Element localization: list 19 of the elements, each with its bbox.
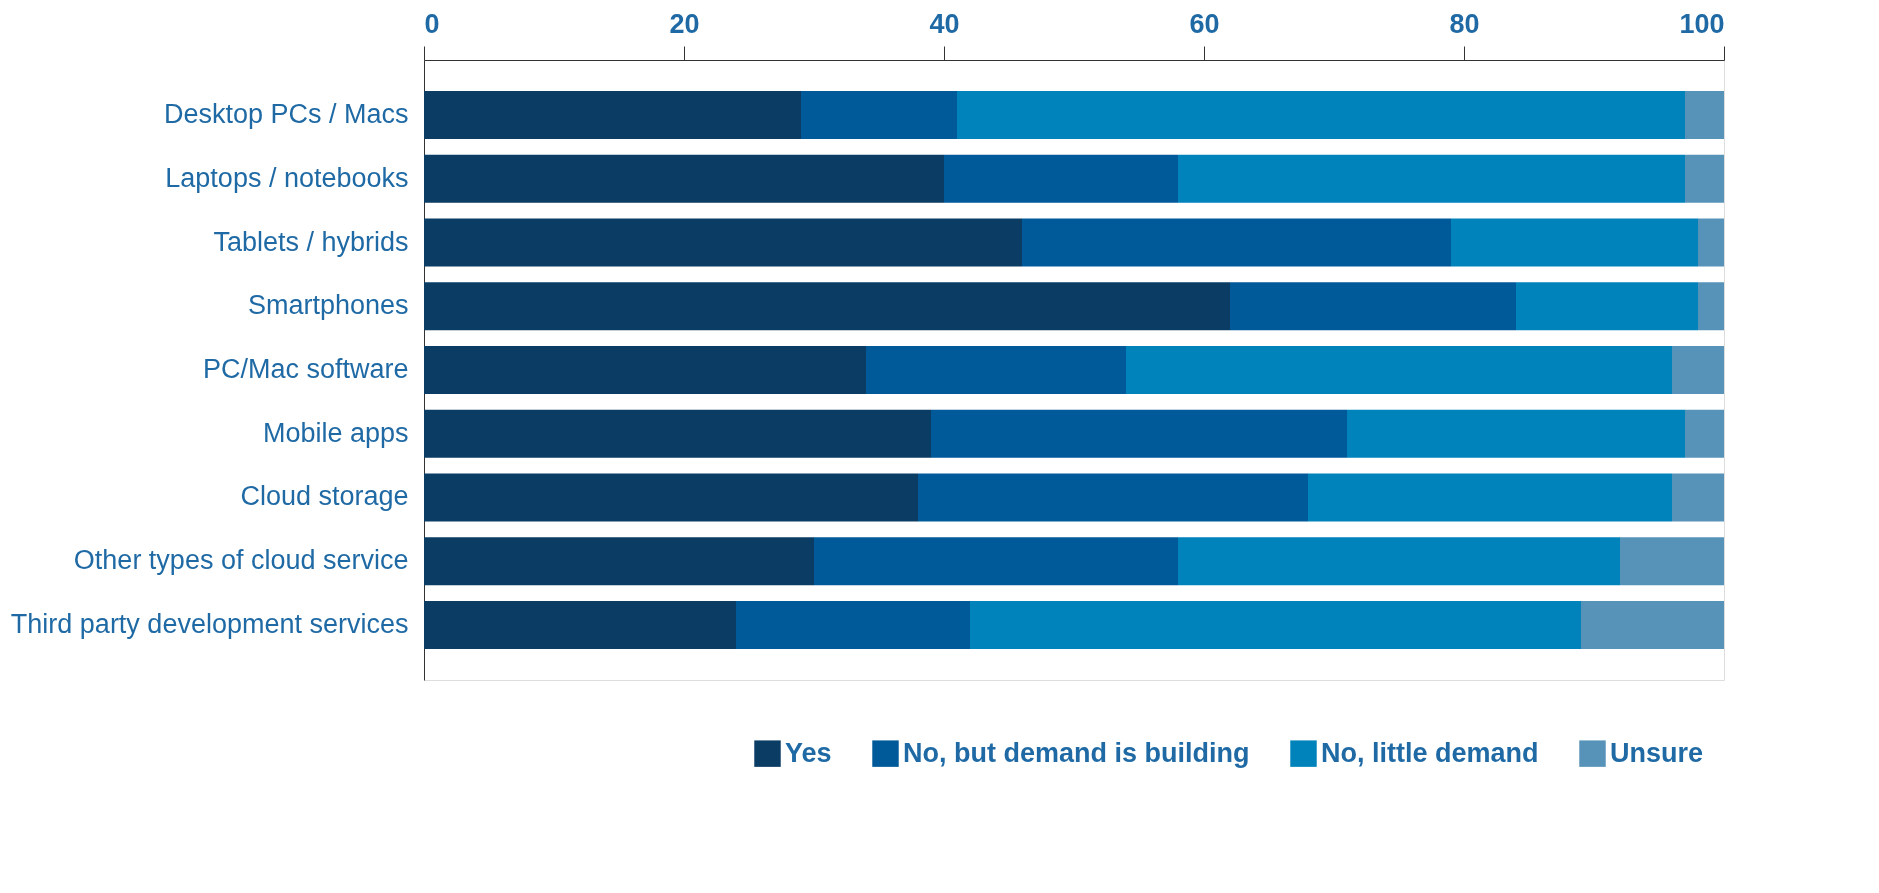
y-tick-label: Mobile apps — [262, 417, 409, 448]
y-tick-label: Laptops / notebooks — [165, 162, 409, 193]
x-tick-label: 100 — [1679, 8, 1725, 39]
x-tick-label: 0 — [424, 8, 440, 39]
legend-label: Unsure — [1610, 737, 1704, 768]
x-tick-label: 20 — [669, 8, 700, 39]
x-tick-label: 60 — [1189, 8, 1220, 39]
y-tick-label: Third party development services — [10, 608, 409, 639]
x-tick-label: 40 — [929, 8, 960, 39]
y-tick-label: Cloud storage — [240, 481, 409, 512]
legend-label: No, but demand is building — [903, 737, 1250, 768]
y-tick-label: Tablets / hybrids — [213, 226, 409, 257]
x-tick-label: 80 — [1449, 8, 1480, 39]
legend-label: Yes — [785, 737, 832, 768]
y-tick-label: Other types of cloud service — [73, 545, 409, 576]
y-tick-label: PC/Mac software — [202, 354, 409, 384]
legend-label: No, little demand — [1321, 737, 1539, 768]
y-tick-label: Smartphones — [247, 290, 409, 321]
y-tick-label: Desktop PCs / Macs — [163, 99, 409, 130]
